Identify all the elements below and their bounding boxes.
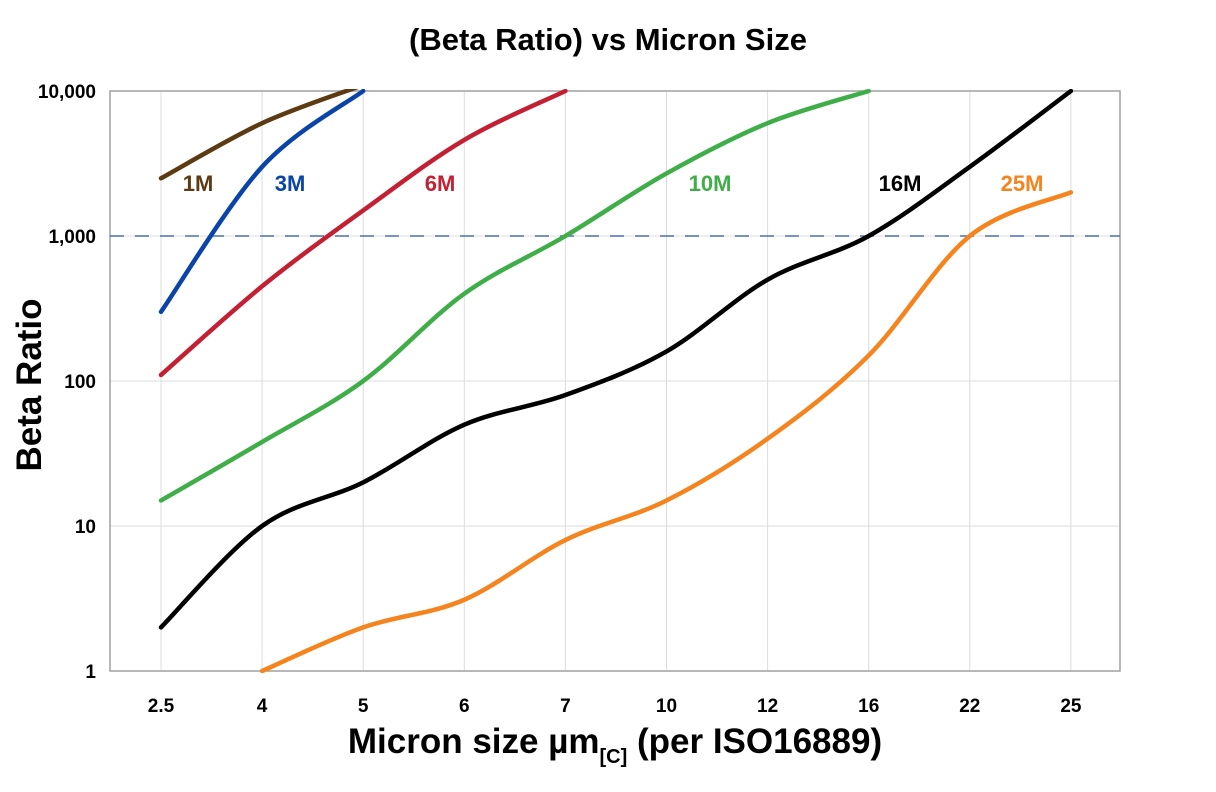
series-label-6m: 6M: [425, 171, 456, 196]
chart-title: (Beta Ratio) vs Micron Size: [409, 22, 807, 57]
series-line-16m: [158, 89, 1074, 630]
x-tick-label: 25: [1060, 696, 1082, 717]
y-tick-label: 1: [85, 662, 96, 683]
series-line-10m: [158, 89, 871, 503]
x-axis-label: Micron size µm[C] (per ISO16889): [110, 722, 1120, 769]
x-axis-label-main: Micron size µm: [347, 722, 600, 761]
x-tick-label: 10: [656, 696, 677, 717]
y-tick-label: 10,000: [38, 82, 96, 103]
x-tick-label: 12: [757, 696, 778, 717]
series-line-6m: [158, 89, 568, 378]
y-tick-label: 10: [75, 517, 96, 538]
x-tick-label: 22: [959, 696, 980, 717]
series-line-1m: [158, 89, 359, 181]
series-line-3m: [158, 89, 366, 315]
x-tick-label: 5: [358, 696, 369, 717]
y-tick-label: 1,000: [48, 227, 96, 248]
x-tick-label: 7: [560, 696, 571, 717]
x-tick-label: 6: [459, 696, 470, 717]
plot-frame: [109, 90, 1121, 672]
series-line-25m: [259, 190, 1074, 673]
series-label-1m: 1M: [183, 171, 214, 196]
y-axis-label: Beta Ratio: [10, 298, 49, 472]
x-axis-label-suffix: (per ISO16889): [627, 722, 883, 761]
x-tick-label: 16: [858, 696, 879, 717]
series-label-3m: 3M: [275, 171, 306, 196]
x-axis-label-subscript: [C]: [599, 746, 628, 768]
series-label-16m: 16M: [879, 171, 922, 196]
series-label-25m: 25M: [1001, 171, 1044, 196]
y-tick-label: 100: [64, 372, 96, 393]
x-tick-label: 2.5: [148, 696, 175, 717]
x-tick-label: 4: [257, 696, 268, 717]
series-label-10m: 10M: [689, 171, 732, 196]
